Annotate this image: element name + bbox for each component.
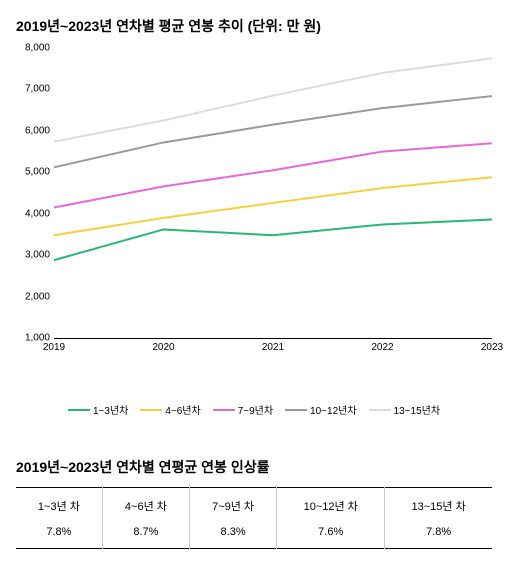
- x-axis-label: 2023: [481, 342, 503, 353]
- series-line: [54, 58, 492, 141]
- table-header-cell: 7~9년 차: [189, 488, 276, 521]
- x-axis-label: 2021: [262, 342, 284, 353]
- table-value-cell: 7.8%: [16, 520, 102, 549]
- table-value-cell: 7.6%: [277, 520, 385, 549]
- y-axis-label: 8,000: [25, 43, 50, 54]
- chart-svg: [54, 48, 492, 338]
- table-header-row: 1~3년 차4~6년 차7~9년 차10~12년 차13~15년 차: [16, 488, 492, 521]
- y-axis-label: 7,000: [25, 84, 50, 95]
- legend-label: 13~15년차: [394, 402, 441, 417]
- legend-label: 10~12년차: [310, 402, 357, 417]
- legend-label: 7~9년차: [238, 402, 273, 417]
- x-axis-label: 2019: [43, 342, 65, 353]
- table-value-cell: 8.7%: [102, 520, 189, 549]
- chart-legend: 1~3년차 4~6년차 7~9년차 10~12년차 13~15년차: [16, 402, 492, 417]
- x-axis-label: 2020: [152, 342, 174, 353]
- y-axis: 1,0002,0003,0004,0005,0006,0007,0008,000: [16, 48, 54, 338]
- table-header-cell: 13~15년 차: [385, 488, 492, 521]
- legend-item: 13~15년차: [369, 402, 441, 417]
- table-header-cell: 1~3년 차: [16, 488, 102, 521]
- legend-swatch: [369, 409, 391, 411]
- table-header-cell: 4~6년 차: [102, 488, 189, 521]
- y-axis-label: 5,000: [25, 167, 50, 178]
- legend-item: 7~9년차: [213, 402, 273, 417]
- y-axis-label: 6,000: [25, 125, 50, 136]
- legend-swatch: [68, 409, 90, 411]
- rate-table: 1~3년 차4~6년 차7~9년 차10~12년 차13~15년 차 7.8%8…: [16, 487, 492, 549]
- line-chart: 1,0002,0003,0004,0005,0006,0007,0008,000…: [16, 48, 492, 368]
- plot-area: [54, 48, 492, 339]
- y-axis-label: 2,000: [25, 291, 50, 302]
- table-value-cell: 8.3%: [189, 520, 276, 549]
- table-header-cell: 10~12년 차: [277, 488, 385, 521]
- legend-label: 4~6년차: [165, 402, 200, 417]
- table-value-cell: 7.8%: [385, 520, 492, 549]
- table-value-row: 7.8%8.7%8.3%7.6%7.8%: [16, 520, 492, 549]
- legend-item: 10~12년차: [285, 402, 357, 417]
- x-axis-label: 2022: [371, 342, 393, 353]
- series-line: [54, 96, 492, 167]
- y-axis-label: 4,000: [25, 208, 50, 219]
- legend-swatch: [140, 409, 162, 411]
- x-axis: 20192020202120222023: [54, 342, 492, 358]
- legend-swatch: [285, 409, 307, 411]
- legend-swatch: [213, 409, 235, 411]
- table-title: 2019년~2023년 연차별 연평균 연봉 인상률: [16, 457, 492, 477]
- legend-item: 1~3년차: [68, 402, 128, 417]
- chart-title: 2019년~2023년 연차별 평균 연봉 추이 (단위: 만 원): [16, 16, 492, 36]
- series-line: [54, 177, 492, 235]
- legend-label: 1~3년차: [93, 402, 128, 417]
- legend-item: 4~6년차: [140, 402, 200, 417]
- y-axis-label: 3,000: [25, 250, 50, 261]
